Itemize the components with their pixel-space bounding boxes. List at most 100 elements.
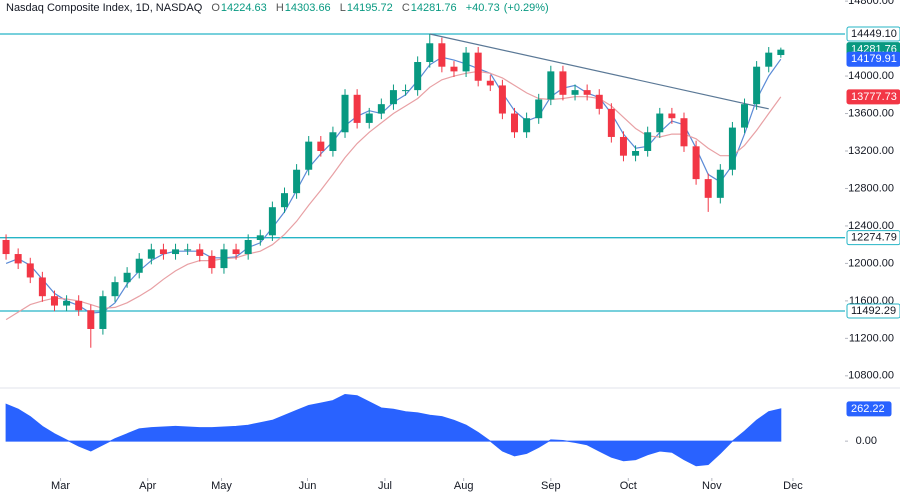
x-tick-label: May xyxy=(211,480,232,492)
candle-body xyxy=(728,127,736,170)
candle-body xyxy=(14,254,22,264)
price-badge xyxy=(846,89,900,105)
osc-tick-label: 0.00 xyxy=(856,435,877,447)
trendline xyxy=(429,33,769,110)
x-tick-label: Oct xyxy=(620,480,637,492)
candle-body xyxy=(692,146,700,180)
y-tick-label: 12800.00 xyxy=(848,182,894,194)
candle-body xyxy=(741,104,749,128)
candle-body xyxy=(365,113,373,123)
y-tick-label: 12400.00 xyxy=(848,220,894,232)
candle-body xyxy=(75,300,83,311)
price-badge-label: 11492.29 xyxy=(851,305,896,317)
y-tick-label: 12000.00 xyxy=(848,257,894,269)
candle-body xyxy=(462,52,470,72)
candle-body xyxy=(172,249,180,255)
price-badge-label: 13777.73 xyxy=(851,91,897,103)
price-badge xyxy=(846,401,892,417)
oscillator-area xyxy=(5,393,782,467)
candle-body xyxy=(523,118,531,133)
candle-body xyxy=(341,94,349,133)
symbol: Nasdaq Composite Index, 1D, NASDAQ xyxy=(6,2,203,14)
candle-body xyxy=(583,90,591,95)
change-pct: (+0.29%) xyxy=(503,2,549,14)
candle-body xyxy=(474,52,482,81)
candle-body xyxy=(426,43,434,63)
y-tick-label: 10800.00 xyxy=(848,370,894,382)
candle-body xyxy=(571,90,579,95)
candle-body xyxy=(184,249,192,251)
candle-body xyxy=(63,300,71,306)
candle-body xyxy=(244,239,252,255)
ohlc-letter: L xyxy=(339,2,346,14)
candle-body xyxy=(159,249,167,255)
candle-body xyxy=(293,169,301,194)
candle-body xyxy=(353,94,361,123)
y-tick-label: 11200.00 xyxy=(849,332,894,344)
candle-body xyxy=(644,132,652,152)
candle-body xyxy=(147,249,155,259)
ohlc-letter: O xyxy=(211,2,220,14)
x-tick-label: Apr xyxy=(139,480,156,492)
candle-body xyxy=(607,108,615,137)
candle-body xyxy=(656,113,664,133)
x-tick-label: Jun xyxy=(299,480,317,492)
candle-body xyxy=(668,113,676,119)
candle-body xyxy=(135,258,143,273)
candle-body xyxy=(547,71,555,100)
x-tick-label: Nov xyxy=(702,480,722,492)
candle-body xyxy=(256,235,264,240)
candle-body xyxy=(486,80,494,86)
ohlc-value: 14303.66 xyxy=(284,2,331,14)
candle-body xyxy=(402,90,410,92)
candle-body xyxy=(704,179,712,198)
candle-body xyxy=(559,71,567,95)
y-tick-label: 13200.00 xyxy=(848,145,894,157)
candle-body xyxy=(450,66,458,72)
candle-body xyxy=(680,118,688,147)
candle-body xyxy=(765,52,773,67)
candle-body xyxy=(196,249,204,256)
x-tick-label: Jul xyxy=(378,480,392,492)
candle-body xyxy=(777,49,785,56)
candle-body xyxy=(329,132,337,152)
candle-body xyxy=(26,263,34,278)
moving-average xyxy=(5,70,782,321)
header: Nasdaq Composite Index, 1D, NASDAQ O1422… xyxy=(6,2,550,14)
ohlc-value: 14195.72 xyxy=(346,2,393,14)
candle-body xyxy=(753,66,761,105)
candle-body xyxy=(232,249,240,255)
candle-body xyxy=(280,193,288,208)
price-badge-label: 14179.91 xyxy=(851,53,897,65)
candle-body xyxy=(2,239,10,255)
x-tick-label: Dec xyxy=(783,480,803,492)
candle-body xyxy=(414,62,422,91)
candle-body xyxy=(50,296,58,306)
ohlc-value: 14281.76 xyxy=(410,2,457,14)
candle-body xyxy=(511,113,519,133)
ohlc-letter: C xyxy=(401,2,410,14)
candle-body xyxy=(305,141,313,170)
price-badge xyxy=(846,303,900,319)
candle-body xyxy=(438,43,446,67)
y-tick-label: 14800.00 xyxy=(848,0,894,7)
price-badge-label: 12274.79 xyxy=(851,232,897,244)
candle-body xyxy=(389,90,397,105)
candle-body xyxy=(498,85,506,114)
price-badge-label: 14449.10 xyxy=(851,28,897,40)
candle-body xyxy=(632,151,640,156)
ohlc-value: 14224.63 xyxy=(220,2,267,14)
ohlc-letter: H xyxy=(275,2,284,14)
candle-body xyxy=(268,207,276,236)
candle-body xyxy=(377,104,385,114)
candle-body xyxy=(111,282,119,297)
candle-body xyxy=(123,272,131,283)
price-badge xyxy=(846,230,900,246)
price-badge-label: 262.22 xyxy=(851,403,885,415)
y-tick-label: 14000.00 xyxy=(848,70,894,82)
candle-body xyxy=(317,141,325,152)
x-tick-label: Aug xyxy=(454,480,474,492)
candle-body xyxy=(38,277,46,297)
